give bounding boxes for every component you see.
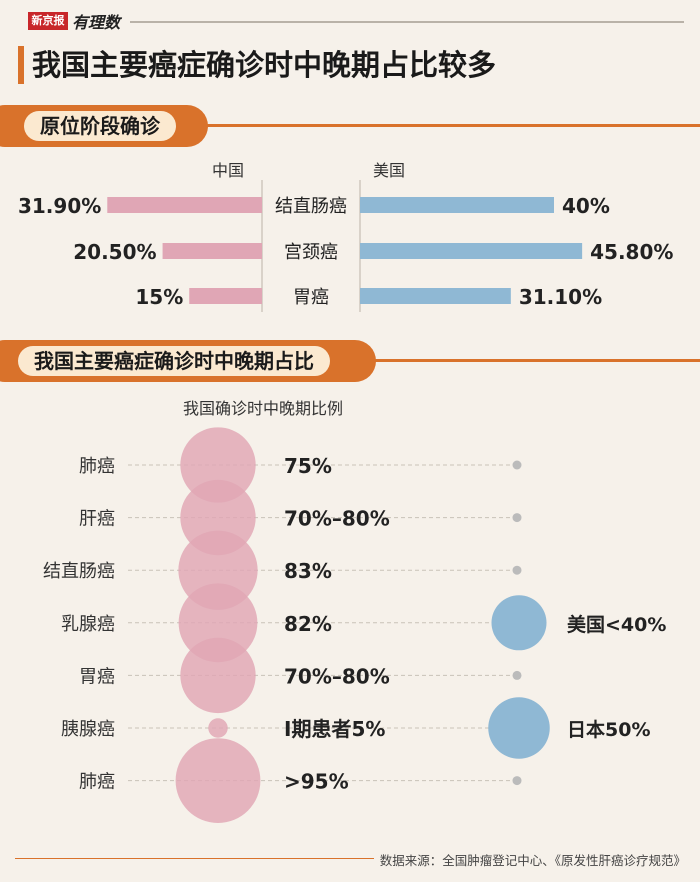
bar-china — [107, 197, 262, 213]
page-title: 我国主要癌症确诊时中晚期占比较多 — [32, 48, 497, 82]
section1-label: 原位阶段确诊 — [24, 111, 176, 141]
row-label: 肺癌 — [79, 772, 115, 793]
empty-marker-dot — [512, 776, 522, 786]
value-label-china: 83% — [284, 559, 332, 583]
category-label: 宫颈癌 — [284, 242, 338, 263]
row-label: 胃癌 — [79, 666, 115, 687]
brand-sub-logo: 有理数 — [72, 13, 121, 32]
category-label: 结直肠癌 — [275, 196, 347, 217]
value-label-china: >95% — [284, 770, 349, 794]
footer-rule — [15, 858, 685, 859]
subtitle: 我国确诊时中晚期比例 — [183, 399, 343, 418]
bubble-china — [208, 718, 228, 738]
bar-china — [162, 243, 262, 259]
value-label-usa: 45.80% — [590, 240, 673, 264]
empty-marker-dot — [512, 565, 522, 575]
legend-china: 中国 — [212, 161, 244, 180]
value-label-usa: 31.10% — [519, 285, 602, 309]
bubble-china — [180, 427, 256, 503]
row-label: 乳腺癌 — [61, 614, 115, 635]
row-label: 胰腺癌 — [61, 719, 115, 740]
row-label: 结直肠癌 — [43, 561, 115, 582]
value-label-china: Ⅰ期患者5% — [284, 717, 385, 741]
value-label-china: 75% — [284, 454, 332, 478]
value-label-china: 70%–80% — [284, 664, 390, 688]
bubble-china — [180, 637, 256, 714]
bar-usa — [360, 243, 583, 259]
header-rule — [130, 21, 684, 23]
empty-marker-dot — [512, 670, 522, 680]
section1-header: 原位阶段确诊 — [0, 105, 208, 147]
section2-header: 我国主要癌症确诊时中晚期占比 — [0, 340, 376, 382]
category-label: 胃癌 — [293, 287, 329, 308]
value-label-comparison: 美国<40% — [567, 613, 666, 636]
value-label-china: 82% — [284, 612, 332, 636]
value-label-china: 15% — [135, 285, 183, 309]
value-label-china: 70%–80% — [284, 507, 390, 531]
bubble-china — [175, 738, 261, 823]
row-label: 肝癌 — [79, 509, 115, 530]
legend-usa: 美国 — [373, 161, 405, 180]
bubble-comparison — [491, 595, 547, 651]
section1-rule — [0, 124, 700, 127]
source-note: 数据来源：全国肿瘤登记中心、《原发性肝癌诊疗规范》 — [373, 850, 686, 869]
title-accent-bar — [18, 46, 24, 84]
brand-logo: 新京报 — [28, 12, 68, 30]
bar-usa — [360, 288, 511, 304]
section2-label: 我国主要癌症确诊时中晚期占比 — [18, 346, 330, 376]
value-label-usa: 40% — [562, 194, 610, 218]
bubble-comparison — [488, 697, 550, 759]
value-label-comparison: 日本50% — [567, 718, 650, 741]
bar-china — [189, 288, 262, 304]
value-label-china: 20.50% — [73, 240, 156, 264]
late-stage-chart: 我国确诊时中晚期比例肺癌肝癌结直肠癌乳腺癌胃癌胰腺癌肺癌75%70%–80%83… — [43, 399, 666, 823]
row-label: 肺癌 — [79, 456, 115, 477]
empty-marker-dot — [512, 460, 522, 470]
bar-usa — [360, 197, 554, 213]
bubble-china — [178, 583, 258, 663]
value-label-china: 31.90% — [18, 194, 101, 218]
empty-marker-dot — [512, 513, 522, 523]
